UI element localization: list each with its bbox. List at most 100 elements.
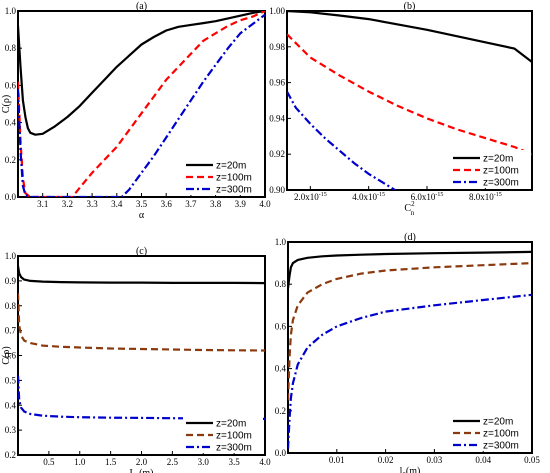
- x-axis-label-sup: 2: [411, 200, 415, 208]
- y-tick-label: 1.0: [5, 6, 17, 16]
- legend-box: [183, 415, 263, 453]
- x-tick-label: 0.02: [378, 455, 394, 465]
- y-tick-label: 0.4: [5, 118, 17, 128]
- x-tick-exponent: -15: [377, 192, 385, 198]
- x-tick-label: 6.0x10-15: [411, 192, 444, 202]
- plot-frame: [286, 10, 533, 191]
- x-tick-label: 0.03: [427, 455, 443, 465]
- legend-box: [183, 157, 263, 195]
- legend-box: [450, 150, 530, 188]
- series-line-z20m: [288, 250, 532, 289]
- x-tick-label: 3.4: [111, 199, 123, 209]
- series-line-z20m: [18, 265, 265, 285]
- x-tick-label: 8.0x10-15: [469, 192, 502, 202]
- x-axis-label-unit: (m): [139, 468, 153, 473]
- y-tick-label: 0.0: [5, 192, 17, 202]
- x-tick-label: 4.0: [259, 199, 271, 209]
- panel-b: (b) 2.0x10-15 4.0x10-15 6.0x10-15 8.0x10-15 0…: [269, 1, 533, 217]
- x-axis-label: C2 n: [404, 200, 415, 217]
- x-tick-label: 3.1: [37, 199, 48, 209]
- x-tick-label: 3.3: [86, 199, 98, 209]
- series-line-z300m: [287, 91, 397, 190]
- y-tick-label: 0.6: [5, 80, 17, 90]
- x-tick-label: 2.5: [167, 457, 179, 467]
- series-line-z20m: [287, 11, 532, 63]
- panel-d: (d) 0.01 0.02 0.03 0.04 0.05 0.0 0.2 0.4 0.6 0.8 1.…: [275, 232, 541, 473]
- series-line-z300m: [18, 13, 265, 197]
- x-tick-label: 2.0: [136, 457, 148, 467]
- legend-label: z=300m: [216, 443, 252, 454]
- x-tick-label: 4.0: [259, 457, 271, 467]
- legend-label: z=100m: [483, 166, 519, 177]
- y-tick-label: 0.2: [275, 406, 286, 416]
- plot-frame: [287, 241, 533, 454]
- x-tick-label: 0.04: [475, 455, 491, 465]
- legend-label: z=300m: [483, 178, 519, 189]
- legend-label: z=100m: [216, 431, 252, 442]
- y-tick-label: 0.8: [5, 43, 17, 53]
- x-tick-label: 3.7: [185, 199, 197, 209]
- legend-label: z=100m: [216, 173, 252, 184]
- x-tick-label: 3.0: [198, 457, 210, 467]
- x-tick-label: 0.01: [329, 455, 345, 465]
- panel-a: (a) 3.1 3.2 3.3 3.4 3.5 3.6 3.7 3.8 3.9 4.0 0.0 0.2 0…: [1, 1, 271, 221]
- y-tick-label: 0.90: [269, 185, 285, 195]
- y-tick-label: 0.94: [269, 113, 285, 123]
- series-line-z300m: [288, 293, 532, 449]
- series-line-z100m: [18, 293, 265, 352]
- y-tick-label: 1.0: [5, 251, 17, 261]
- series-line-z100m: [287, 33, 532, 156]
- series-line-z300m: [18, 375, 265, 420]
- series-line-z20m: [18, 11, 265, 136]
- x-axis-label-sub: n: [411, 209, 415, 217]
- x-tick-exponent: -15: [494, 192, 502, 198]
- y-axis-label: C(ρ): [1, 346, 12, 364]
- y-tick-label: 1.00: [269, 6, 285, 16]
- legend-box: [450, 413, 530, 451]
- y-tick-label: 0.0: [275, 448, 287, 458]
- y-tick-label: 0.4: [275, 364, 287, 374]
- panel-label: (c): [136, 246, 147, 257]
- x-axis-label-sub: 0: [402, 471, 406, 473]
- y-tick-label: 0.9: [5, 276, 17, 286]
- y-tick-label: 0.8: [275, 279, 287, 289]
- x-tick-label: 3.5: [229, 457, 241, 467]
- x-axis-label: α: [139, 210, 145, 221]
- x-tick-exponent: -15: [319, 192, 327, 198]
- x-tick-label: 2.0x10-15: [294, 192, 327, 202]
- x-axis-label: l0(m): [400, 466, 421, 473]
- legend-label: z=20m: [216, 419, 246, 430]
- y-tick-label: 0.8: [5, 301, 17, 311]
- legend-label: z=300m: [216, 185, 252, 196]
- y-tick-label: 0.2: [5, 450, 16, 460]
- x-tick-label: 1.5: [105, 457, 117, 467]
- legend-label: z=20m: [216, 161, 246, 172]
- x-tick-exponent: -15: [435, 192, 443, 198]
- series-line-z100m: [288, 262, 532, 401]
- y-tick-label: 0.3: [5, 425, 17, 435]
- y-tick-label: 0.5: [5, 375, 17, 385]
- x-tick-label: 3.5: [136, 199, 148, 209]
- y-tick-label: 0.98: [269, 42, 285, 52]
- panel-label: (a): [136, 1, 147, 12]
- x-tick-label: 3.2: [62, 199, 73, 209]
- x-tick-label: 0.5: [43, 457, 55, 467]
- y-axis-label: C(ρ): [1, 95, 12, 113]
- x-tick-label: 4.0x10-15: [352, 192, 385, 202]
- legend-label: z=20m: [483, 154, 513, 165]
- y-tick-label: 0.4: [5, 400, 17, 410]
- y-tick-label: 0.96: [269, 78, 285, 88]
- panel-c: (c) 0.5 1.0 1.5 2.0 2.5 3.0 3.5 4.0 0.2 0.3 0.4 0.5 0…: [1, 246, 271, 473]
- y-tick-label: 0.7: [5, 326, 17, 336]
- x-axis-label-unit: (m): [406, 466, 420, 473]
- y-tick-label: 0.6: [5, 351, 17, 361]
- legend-label: z=20m: [483, 417, 513, 428]
- panel-label: (b): [404, 1, 416, 12]
- legend-label: z=300m: [483, 441, 519, 452]
- y-tick-label: 0.6: [275, 321, 287, 331]
- y-tick-label: 0.92: [269, 149, 285, 159]
